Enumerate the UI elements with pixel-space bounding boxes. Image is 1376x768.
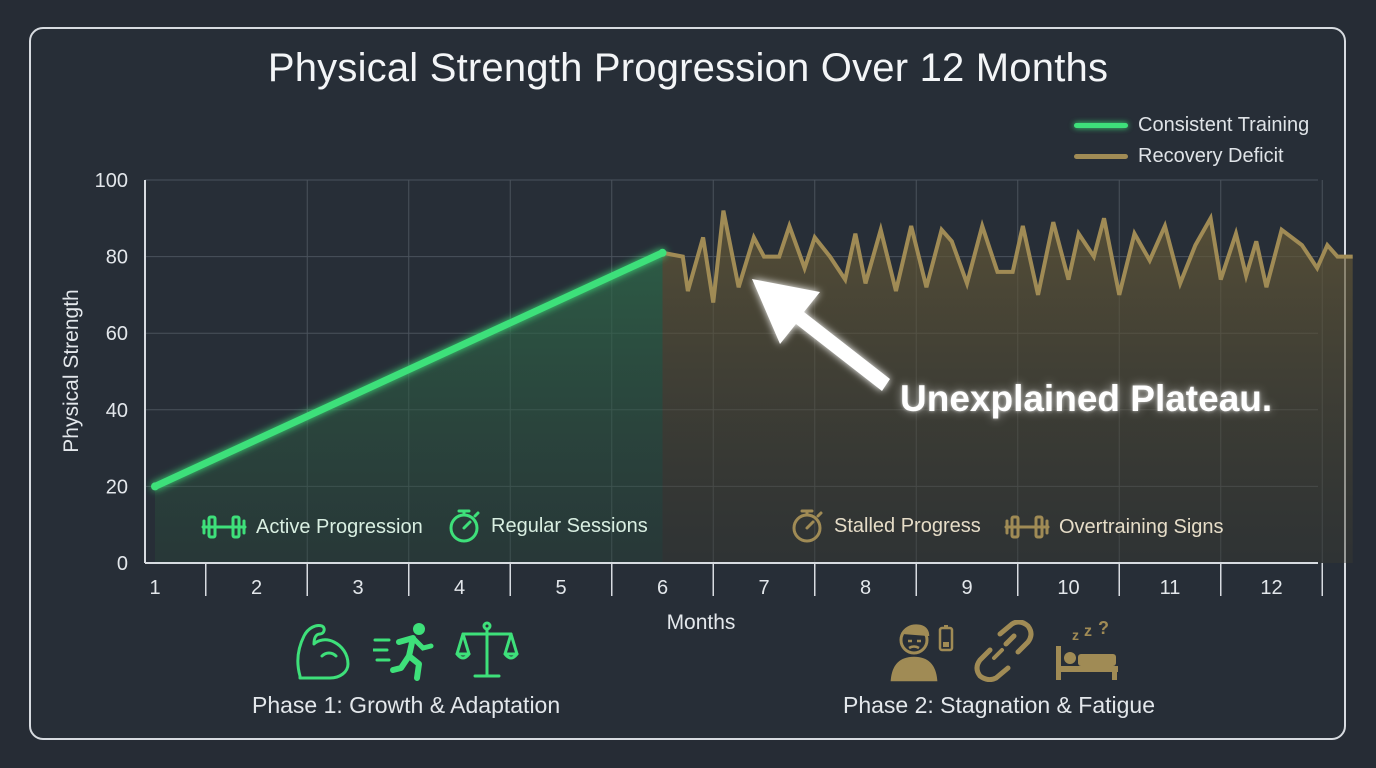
svg-text:?: ?	[1098, 620, 1109, 638]
stopwatch-icon	[792, 509, 823, 543]
point-consistent-training-1	[658, 248, 667, 257]
y-tick-label-20: 20	[106, 476, 128, 498]
y-tick-label-60: 60	[106, 323, 128, 345]
svg-text:z: z	[1072, 627, 1079, 643]
tired-person-low-battery-icon	[890, 624, 954, 682]
x-tick-label-8: 8	[860, 577, 871, 599]
area-recovery-deficit	[662, 210, 1353, 563]
marker-overtraining-signs: Overtraining Signs	[1003, 510, 1224, 544]
marker-active-progression: Active Progression	[200, 510, 423, 544]
legend-swatch-recovery-deficit	[1074, 153, 1128, 159]
legend-swatch-consistent-training	[1074, 122, 1128, 128]
x-tick-label-11: 11	[1160, 577, 1181, 599]
y-tick-label-0: 0	[117, 553, 128, 575]
flexed-bicep-icon	[296, 624, 350, 680]
svg-text:z: z	[1084, 623, 1092, 640]
legend-item-consistent-training: Consistent Training	[1074, 112, 1309, 138]
legend-label-recovery-deficit: Recovery Deficit	[1138, 144, 1284, 167]
x-axis-title: Months	[667, 611, 736, 634]
series-line-recovery-deficit	[662, 210, 1353, 303]
callout-unexplained-plateau: Unexplained Plateau.	[900, 378, 1273, 419]
y-tick-label-100: 100	[95, 170, 128, 192]
x-tick-label-5: 5	[555, 577, 566, 599]
x-tick-label-9: 9	[961, 577, 972, 599]
x-tick-label-2: 2	[251, 577, 262, 599]
x-tick-label-7: 7	[758, 577, 769, 599]
balance-scale-icon	[455, 621, 519, 678]
point-consistent-training-0	[151, 482, 159, 491]
y-axis-title: Physical Strength	[60, 289, 83, 452]
marker-label-active-progression: Active Progression	[256, 515, 423, 538]
area-fills	[155, 210, 1353, 563]
x-tick-label-12: 12	[1260, 577, 1282, 599]
broken-chain-icon	[974, 620, 1034, 682]
phase-2-label: Phase 2: Stagnation & Fatigue	[843, 692, 1155, 718]
stopwatch-icon	[449, 509, 480, 543]
phase-1-label: Phase 1: Growth & Adaptation	[252, 692, 561, 718]
y-tick-label-40: 40	[106, 400, 128, 422]
x-tick-label-10: 10	[1057, 577, 1079, 599]
x-tick-label-3: 3	[352, 577, 363, 599]
marker-label-regular-sessions: Regular Sessions	[491, 514, 648, 537]
dumbbell-icon	[1004, 515, 1050, 539]
running-person-icon	[373, 623, 434, 681]
legend-label-consistent-training: Consistent Training	[1138, 113, 1310, 136]
marker-regular-sessions: Regular Sessions	[445, 509, 648, 543]
x-tick-label-1: 1	[149, 577, 160, 599]
sleeping-bed-icon: z z ?	[1056, 620, 1118, 680]
dumbbell-icon	[201, 515, 247, 539]
callout-arrow	[752, 279, 890, 391]
legend-item-recovery-deficit: Recovery Deficit	[1074, 143, 1284, 169]
x-tick-label-6: 6	[657, 577, 668, 599]
axes	[144, 180, 1323, 596]
series-line-consistent-training	[151, 249, 666, 490]
series-lines	[151, 210, 1353, 491]
area-consistent-training	[155, 252, 663, 563]
y-tick-label-80: 80	[106, 247, 128, 269]
chart-title: Physical Strength Progression Over 12 Mo…	[267, 46, 1109, 90]
x-tick-label-4: 4	[454, 577, 465, 599]
marker-label-stalled-progress: Stalled Progress	[834, 514, 981, 537]
marker-stalled-progress: Stalled Progress	[788, 509, 981, 543]
marker-label-overtraining-signs: Overtraining Signs	[1059, 515, 1224, 538]
